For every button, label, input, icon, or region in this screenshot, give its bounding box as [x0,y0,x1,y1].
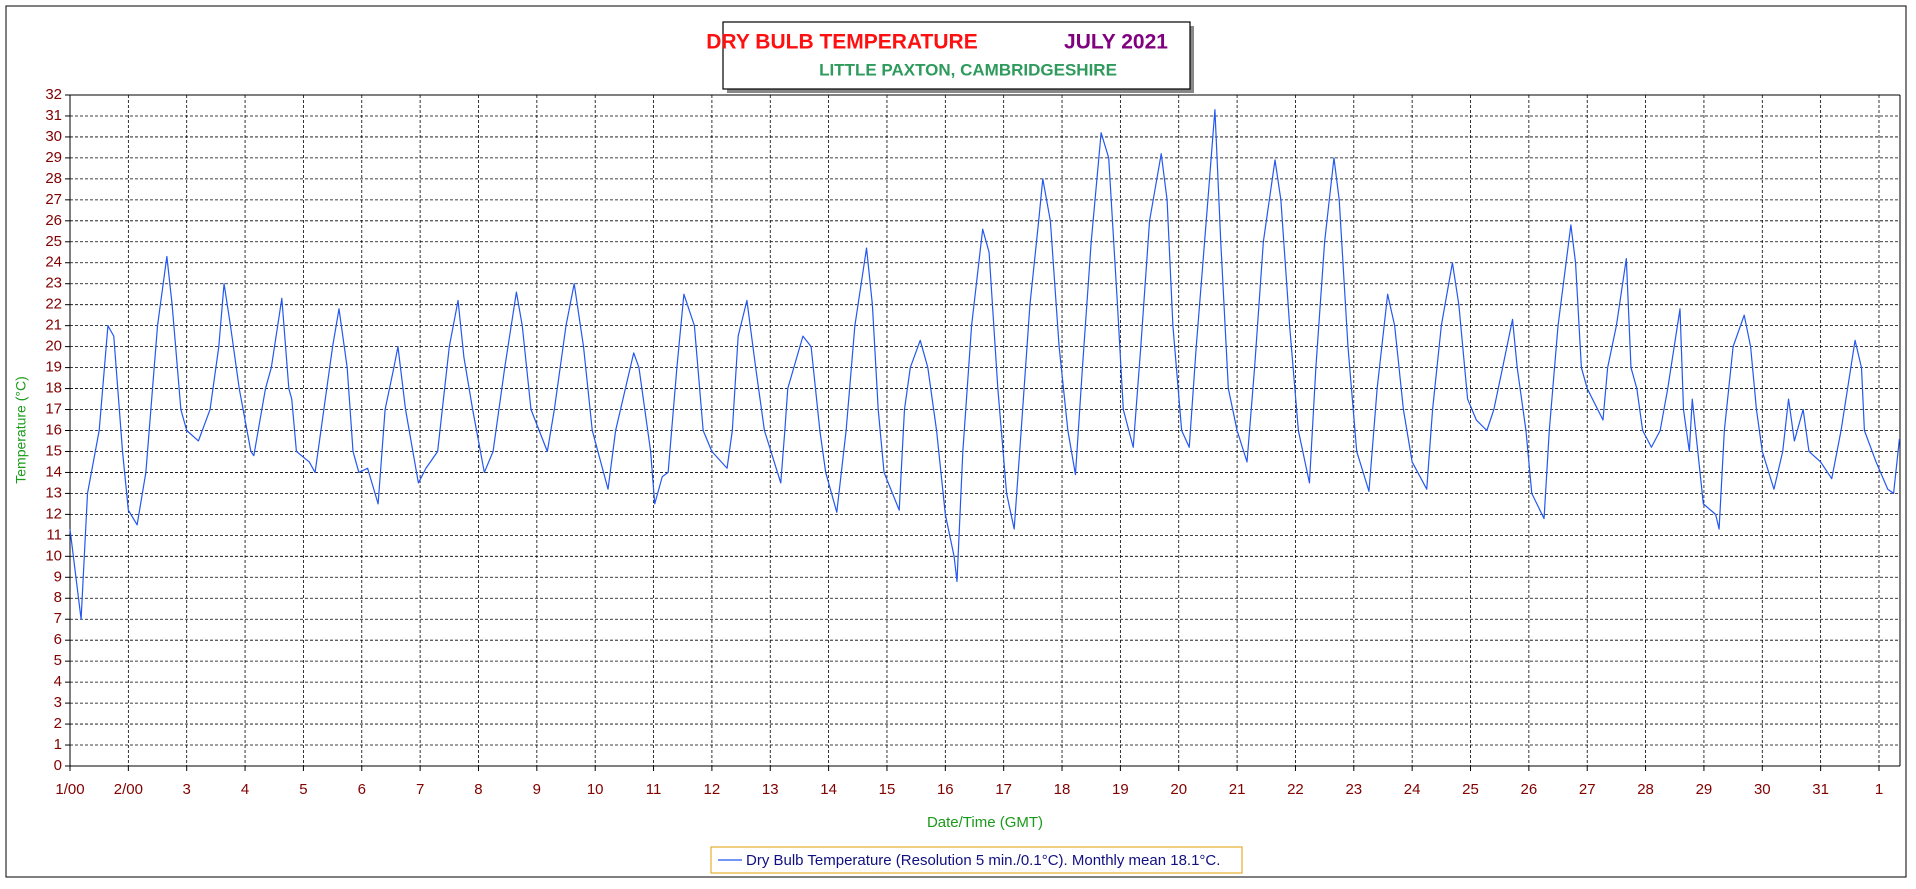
x-tick-label: 7 [416,781,424,798]
x-tick-label: 18 [1054,781,1071,798]
x-tick-label: 22 [1287,781,1304,798]
y-tick-label: 25 [45,233,62,250]
y-tick-label: 32 [45,86,62,103]
x-tick-label: 1/00 [55,781,84,798]
y-tick-label: 0 [54,757,62,774]
x-tick-label: 30 [1754,781,1771,798]
x-tick-label: 16 [937,781,954,798]
x-tick-label: 23 [1345,781,1362,798]
y-tick-label: 31 [45,107,62,124]
x-tick-label: 6 [358,781,366,798]
x-tick-label: 27 [1579,781,1596,798]
temperature-line [69,109,1901,620]
x-axis-label: Date/Time (GMT) [927,814,1043,831]
y-tick-label: 22 [45,296,62,313]
y-tick-label: 2 [54,715,62,732]
x-tick-label: 26 [1521,781,1538,798]
x-tick-label: 3 [183,781,191,798]
y-tick-label: 21 [45,317,62,334]
x-tick-label: 25 [1462,781,1479,798]
chart-period: JULY 2021 [1064,31,1168,54]
y-tick-label: 20 [45,338,62,355]
x-tick-label: 10 [587,781,604,798]
x-tick-label: 29 [1696,781,1713,798]
y-tick-label: 12 [45,505,62,522]
x-tick-label: 31 [1812,781,1829,798]
y-tick-label: 5 [54,652,62,669]
x-tick-label: 19 [1112,781,1129,798]
y-tick-label: 19 [45,359,62,376]
y-tick-label: 26 [45,212,62,229]
x-tick-label: 1 [1875,781,1883,798]
y-tick-label: 10 [45,547,62,564]
y-tick-label: 27 [45,191,62,208]
x-tick-label: 21 [1229,781,1246,798]
y-tick-label: 28 [45,170,62,187]
x-tick-label: 9 [533,781,541,798]
legend-label: Dry Bulb Temperature (Resolution 5 min./… [746,852,1220,869]
y-tick-label: 7 [54,610,62,627]
y-tick-label: 17 [45,401,62,418]
y-tick-label: 1 [54,736,62,753]
x-tick-label: 28 [1637,781,1654,798]
x-tick-label: 20 [1170,781,1187,798]
x-tick-label: 17 [995,781,1012,798]
y-tick-label: 29 [45,149,62,166]
x-tick-label: 12 [704,781,721,798]
x-tick-label: 11 [646,781,662,798]
y-axis-label: Temperature (°C) [13,376,29,484]
y-tick-label: 14 [45,463,62,480]
x-tick-label: 4 [241,781,249,798]
y-tick-label: 11 [46,526,62,543]
legend-box [710,846,1243,874]
x-tick-label: 14 [820,781,837,798]
x-tick-label: 2/00 [114,781,143,798]
x-tick-label: 5 [299,781,307,798]
y-tick-label: 15 [45,442,62,459]
x-tick-label: 8 [474,781,482,798]
y-tick-label: 13 [45,484,62,501]
y-tick-label: 24 [45,254,62,271]
x-tick-label: 13 [762,781,779,798]
y-tick-label: 3 [54,694,62,711]
y-tick-label: 8 [54,589,62,606]
chart-title: DRY BULB TEMPERATURE [706,31,977,54]
y-tick-label: 6 [54,631,62,648]
y-tick-label: 9 [54,568,62,585]
y-tick-label: 16 [45,421,62,438]
x-tick-label: 15 [879,781,896,798]
y-tick-label: 23 [45,275,62,292]
x-tick-label: 24 [1404,781,1421,798]
title-box [722,21,1191,90]
chart-subtitle: LITTLE PAXTON, CAMBRIDGESHIRE [819,60,1117,79]
y-tick-label: 30 [45,128,62,145]
y-tick-label: 4 [54,673,62,690]
y-tick-label: 18 [45,380,62,397]
